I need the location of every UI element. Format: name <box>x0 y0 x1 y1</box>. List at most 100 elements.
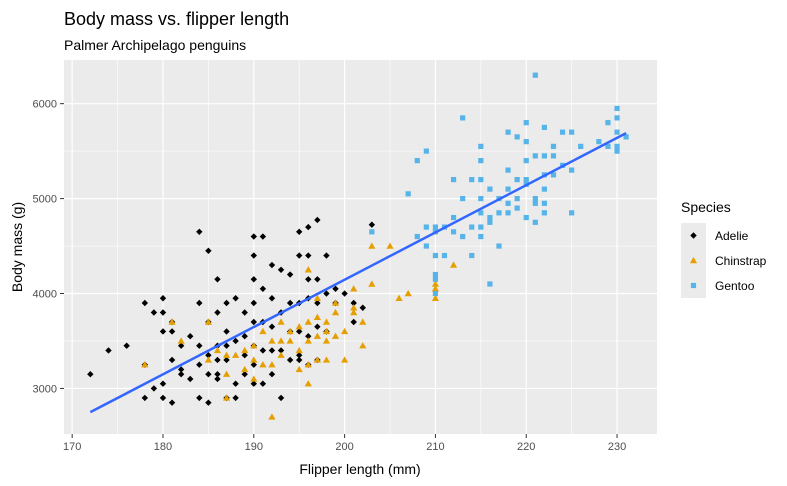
chinstrap-point <box>204 318 212 325</box>
adelie-point <box>159 328 167 335</box>
gentoo-point <box>541 200 547 206</box>
adelie-point <box>250 252 257 259</box>
legend-key-gentoo <box>690 282 697 289</box>
gentoo-point <box>496 210 502 216</box>
adelie-point <box>214 356 221 364</box>
gentoo-point <box>414 233 420 240</box>
regression-line <box>89 131 627 414</box>
legend-label-gentoo: Gentoo <box>715 279 755 293</box>
gentoo-point <box>469 224 475 230</box>
y-axis-ticks: 3000 4000 5000 6000 <box>33 99 64 395</box>
adelie-point <box>205 247 212 254</box>
adelie-point <box>141 299 149 307</box>
gentoo-point <box>614 105 620 112</box>
legend-key-adelie <box>690 232 697 239</box>
adelie-point <box>268 347 276 354</box>
x-tick-label: 190 <box>245 441 263 453</box>
chinstrap-point <box>304 266 312 273</box>
adelie-point <box>259 233 267 240</box>
gentoo-point <box>578 143 584 149</box>
gentoo-point <box>541 210 547 216</box>
chinstrap-point <box>350 308 358 316</box>
adelie-point <box>223 328 230 335</box>
gentoo-point <box>569 129 575 135</box>
legend-label-chinstrap: Chinstrap <box>715 254 767 268</box>
chinstrap-point <box>350 285 358 292</box>
adelie-point <box>205 352 212 359</box>
adelie-point <box>214 375 221 383</box>
gentoo-point <box>432 276 439 282</box>
legend-label-adelie: Adelie <box>715 229 749 243</box>
gentoo-point <box>559 129 566 135</box>
chart-subtitle: Palmer Archipelago penguins <box>64 37 246 53</box>
chinstrap-point <box>322 327 331 335</box>
adelie-point <box>305 252 312 259</box>
gentoo-point <box>550 143 557 149</box>
adelie-point <box>159 295 167 302</box>
chinstrap-point <box>250 342 258 349</box>
chinstrap-point <box>431 294 440 301</box>
gentoo-point <box>432 252 439 259</box>
gridlines <box>64 60 657 434</box>
gentoo-point <box>541 124 547 130</box>
chinstrap-point <box>313 332 321 339</box>
adelie-point <box>159 394 167 402</box>
chinstrap-point <box>141 361 149 368</box>
gentoo-point <box>523 214 529 221</box>
gentoo-point <box>432 271 439 278</box>
adelie-point <box>341 290 348 297</box>
chinstrap-point <box>404 289 412 297</box>
adelie-point <box>105 347 112 354</box>
gentoo-point <box>596 139 602 145</box>
gentoo-point <box>432 290 439 297</box>
adelie-point <box>250 380 257 387</box>
gentoo-point <box>478 210 484 216</box>
gentoo-point <box>478 224 484 230</box>
gentoo-point <box>550 172 557 178</box>
chinstrap-point <box>449 261 458 268</box>
adelie-point <box>205 399 212 406</box>
x-tick-label: 210 <box>426 441 444 453</box>
chinstrap-point <box>213 346 222 354</box>
x-tick-label: 230 <box>608 441 626 453</box>
chinstrap-point <box>322 356 331 363</box>
gentoo-point <box>487 281 493 287</box>
adelie-point <box>314 216 321 224</box>
adelie-point <box>250 361 257 368</box>
adelie-point <box>187 375 194 383</box>
adelie-point <box>277 394 285 402</box>
chart-title: Body mass vs. flipper length <box>64 9 289 29</box>
gentoo-point <box>532 200 538 206</box>
adelie-point <box>223 299 230 307</box>
chinstrap-point <box>368 280 376 287</box>
gentoo-point <box>478 177 484 183</box>
adelie-point <box>296 356 303 364</box>
gentoo-point <box>532 153 538 159</box>
gentoo-point <box>478 158 484 164</box>
chinstrap-point <box>359 318 367 325</box>
gentoo-point <box>614 115 620 121</box>
gentoo-point <box>514 177 520 183</box>
chinstrap-point <box>222 394 231 401</box>
adelie-point <box>150 385 158 392</box>
chinstrap-point <box>250 375 258 382</box>
chinstrap-point <box>395 294 403 301</box>
adelie-point <box>332 285 339 292</box>
gentoo-point <box>450 229 457 235</box>
adelie-point <box>205 370 212 378</box>
gentoo-point <box>478 195 484 202</box>
gentoo-point <box>478 143 484 149</box>
adelie-point <box>232 394 239 402</box>
chinstrap-point <box>313 356 321 363</box>
gentoo-point <box>423 243 429 249</box>
adelie-point <box>350 318 357 326</box>
chinstrap-point <box>277 351 285 358</box>
gentoo-point <box>514 195 520 202</box>
chinstrap-point <box>313 294 321 301</box>
adelie-point <box>214 370 221 378</box>
gentoo-point <box>605 120 611 126</box>
adelie-point <box>141 394 149 402</box>
chinstrap-point <box>177 337 185 344</box>
adelie-point <box>296 228 303 236</box>
